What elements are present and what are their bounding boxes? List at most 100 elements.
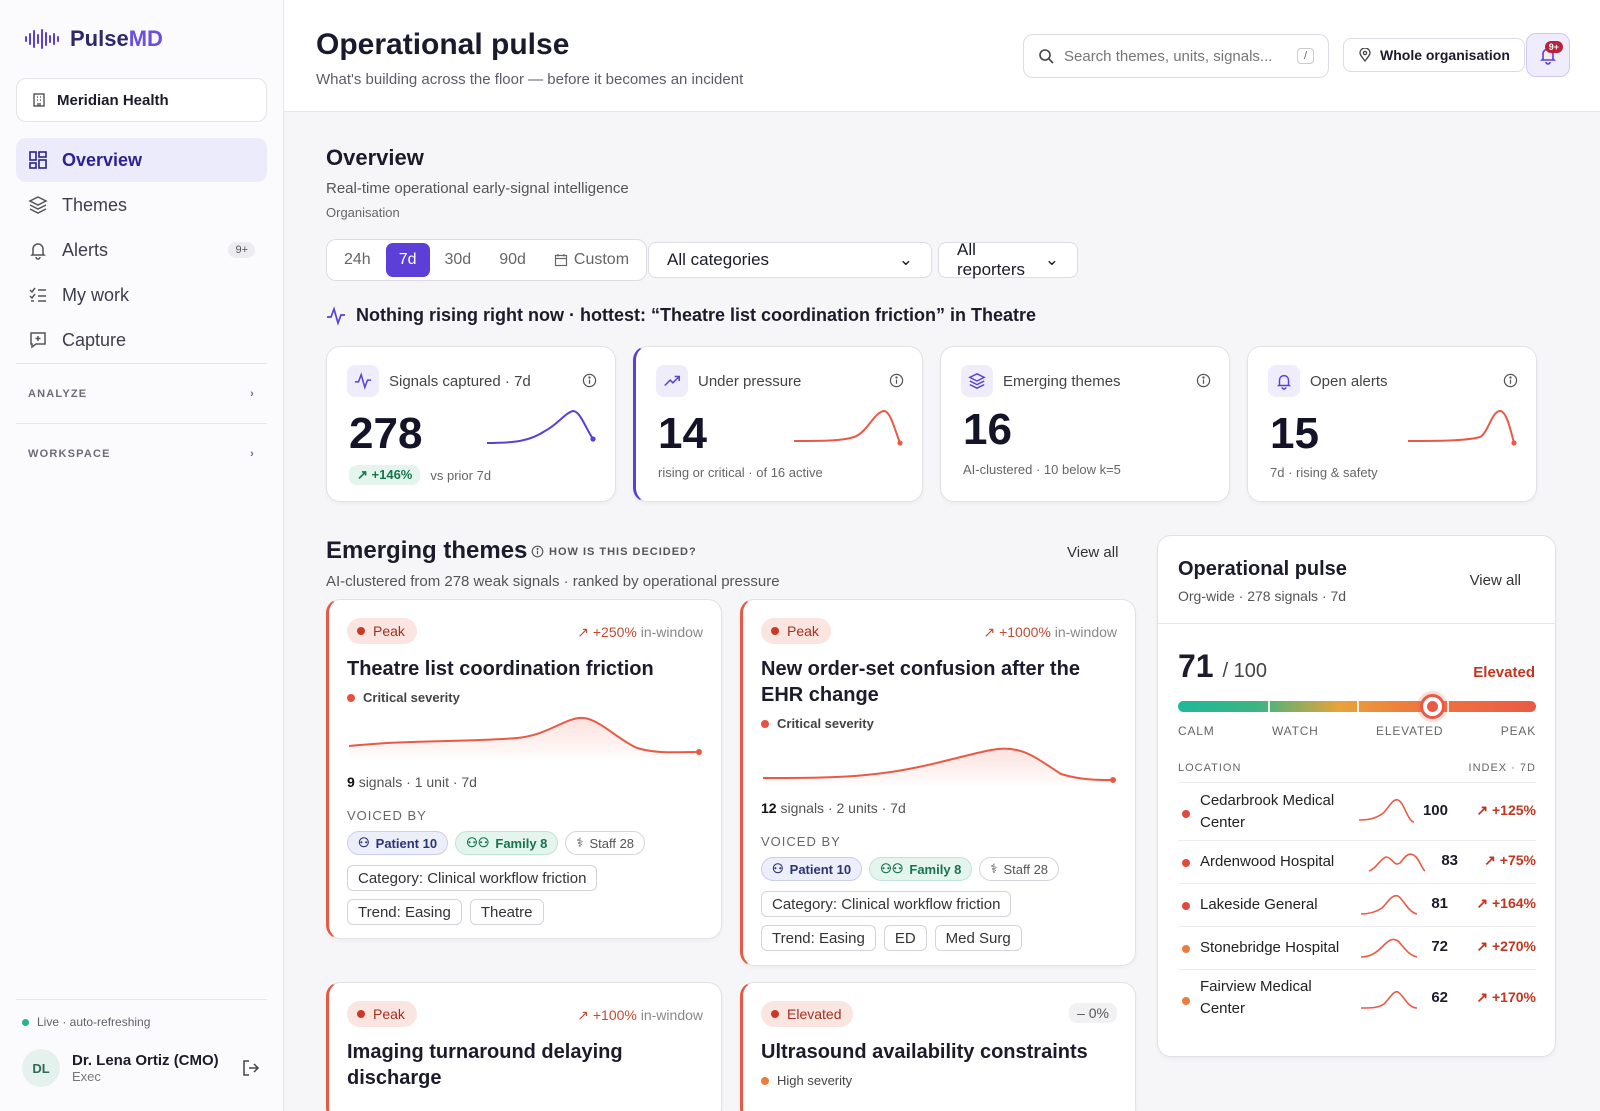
pulse-header: Operational pulse Org-wide · 278 signals… — [1158, 536, 1555, 624]
theme-card[interactable]: Peak ↗ +100% in-window Imaging turnaroun… — [326, 982, 722, 1111]
tag[interactable]: Med Surg — [934, 925, 1022, 951]
layers-icon — [28, 196, 48, 214]
logout-icon[interactable] — [241, 1058, 261, 1078]
location-name: Lakeside General — [1200, 896, 1318, 913]
section-analyze[interactable]: ANALYZE › — [16, 363, 267, 423]
theme-card[interactable]: Peak ↗ +1000% in-window New order-set co… — [740, 599, 1136, 966]
location-row[interactable]: Fairview Medical Center 62 ↗ +170% — [1178, 970, 1536, 1028]
kpi-under-pressure[interactable]: Under pressure 14 rising or critical · o… — [633, 346, 923, 502]
info-icon[interactable] — [1503, 373, 1518, 388]
kpi-open-alerts[interactable]: Open alerts 15 7d · rising & safety — [1247, 346, 1537, 502]
scale-label: WATCH — [1271, 724, 1319, 738]
tag[interactable]: Category: Clinical workflow friction — [761, 891, 1012, 917]
kpi-footer: AI-clustered · 10 below k=5 — [963, 462, 1121, 477]
nav-item-overview[interactable]: Overview — [16, 138, 267, 182]
operational-pulse-panel: Operational pulse Org-wide · 278 signals… — [1157, 535, 1556, 1057]
activity-icon — [347, 365, 379, 397]
tag[interactable]: Trend: Easing — [347, 899, 462, 925]
location-row[interactable]: Cedarbrook Medical Center 100 ↗ +125% — [1178, 784, 1536, 841]
location-row[interactable]: Stonebridge Hospital 72 ↗ +270% — [1178, 927, 1536, 970]
category-select-value: All categories — [667, 250, 770, 269]
info-icon[interactable] — [582, 373, 597, 388]
info-icon[interactable] — [889, 373, 904, 388]
location-change: ↗ +164% — [1476, 895, 1536, 911]
nav-item-my-work[interactable]: My work — [16, 273, 267, 317]
range-custom[interactable]: Custom — [541, 243, 642, 277]
emerging-themes-subtitle: AI-clustered from 278 weak signals · ran… — [326, 573, 780, 590]
overview-subtitle: Real-time operational early-signal intel… — [326, 180, 629, 197]
theme-tags: Category: Clinical workflow friction Tre… — [761, 891, 1121, 951]
themes-view-all-link[interactable]: View all — [1067, 544, 1119, 561]
kpi-footer: rising or critical · of 16 active — [658, 465, 823, 480]
location-name: Ardenwood Hospital — [1200, 853, 1335, 870]
scope-selector[interactable]: Whole organisation — [1343, 38, 1525, 72]
range-30d[interactable]: 30d — [444, 251, 472, 268]
voiced-by-label: VOICED BY — [761, 834, 841, 849]
chevron-down-icon: ⌄ — [1044, 250, 1059, 269]
kpi-label: Open alerts — [1310, 372, 1388, 390]
chevron-right-icon: › — [250, 387, 255, 400]
tag[interactable]: Theatre — [469, 899, 544, 925]
pulse-subtitle: Org-wide · 278 signals · 7d — [1178, 588, 1347, 604]
search-input[interactable] — [1064, 47, 1284, 65]
range-24h[interactable]: 24h — [344, 251, 371, 268]
tag[interactable]: ED — [883, 925, 927, 951]
location-change: ↗ +125% — [1476, 802, 1536, 818]
overview-title: Overview — [326, 145, 424, 170]
org-switcher[interactable]: Meridian Health — [16, 78, 267, 122]
brand-name: PulseMD — [70, 26, 163, 51]
status-badge: Peak — [347, 1001, 417, 1027]
location-name: Cedarbrook Medical Center — [1200, 792, 1335, 831]
category-select[interactable]: All categories ⌄ — [648, 242, 932, 278]
range-7d[interactable]: 7d — [385, 243, 430, 277]
nav-item-capture[interactable]: Capture — [16, 318, 267, 362]
notifications-button[interactable]: 9+ — [1526, 33, 1570, 77]
location-sparkline — [1360, 938, 1418, 958]
avatar[interactable]: DL — [22, 1049, 60, 1087]
grid-icon — [29, 151, 47, 169]
how-decided-link[interactable]: HOW IS THIS DECIDED? — [531, 545, 697, 558]
reporter-select[interactable]: All reporters ⌄ — [938, 240, 1078, 279]
info-icon[interactable] — [1196, 373, 1211, 388]
nav-item-alerts[interactable]: Alerts 9+ — [16, 228, 267, 272]
range-90d[interactable]: 90d — [499, 251, 526, 268]
main-nav: Overview Themes Alerts 9+ My work Captur… — [16, 138, 267, 362]
tag[interactable]: Trend: Easing — [761, 925, 876, 951]
severity-label: High severity — [761, 1073, 852, 1088]
location-row[interactable]: Lakeside General 81 ↗ +164% — [1178, 884, 1536, 927]
status-dot-icon — [771, 627, 779, 635]
location-sparkline — [1360, 894, 1418, 915]
status-badge: Peak — [347, 618, 417, 644]
search-box: / — [1023, 34, 1329, 78]
theme-title: Theatre list coordination friction — [347, 658, 654, 680]
kpi-sparkline — [793, 409, 903, 446]
pulse-view-all-link[interactable]: View all — [1469, 572, 1521, 589]
nav-item-themes[interactable]: Themes — [16, 183, 267, 227]
theme-card[interactable]: Elevated – 0% Ultrasound availability co… — [740, 982, 1136, 1111]
trend-indicator: ↗ +250% in-window — [577, 624, 703, 640]
section-workspace[interactable]: WORKSPACE › — [16, 423, 267, 483]
page-title: Operational pulse — [316, 28, 570, 61]
chevron-down-icon: ⌄ — [898, 250, 913, 269]
status-dot-icon — [357, 627, 365, 635]
theme-card[interactable]: Peak ↗ +250% in-window Theatre list coor… — [326, 599, 722, 939]
location-index: 83 — [1441, 852, 1458, 869]
location-table-header: LOCATION INDEX · 7D — [1178, 762, 1536, 783]
user-name: Dr. Lena Ortiz (CMO) — [72, 1052, 219, 1069]
kpi-value: 15 — [1270, 409, 1319, 458]
kpi-emerging-themes[interactable]: Emerging themes 16 AI-clustered · 10 bel… — [940, 346, 1230, 502]
org-name: Meridian Health — [57, 91, 169, 109]
building-icon — [33, 93, 45, 107]
tag[interactable]: Category: Clinical workflow friction — [347, 865, 598, 891]
bell-icon — [1268, 365, 1300, 397]
theme-meta: 9 signals · 1 unit · 7d — [347, 774, 477, 790]
theme-title: New order-set confusion after the EHR ch… — [761, 658, 1080, 706]
live-status: Live · auto-refreshing — [16, 1000, 267, 1029]
theme-sparkline — [762, 747, 1116, 788]
status-badge: Elevated — [761, 1001, 854, 1027]
kpi-signals-captured[interactable]: Signals captured · 7d 278 ↗ +146% vs prio… — [326, 346, 616, 502]
logo[interactable]: PulseMD — [16, 0, 267, 78]
bell-icon — [30, 243, 46, 260]
live-dot-icon — [22, 1018, 29, 1026]
location-row[interactable]: Ardenwood Hospital 83 ↗ +75% — [1178, 841, 1536, 884]
